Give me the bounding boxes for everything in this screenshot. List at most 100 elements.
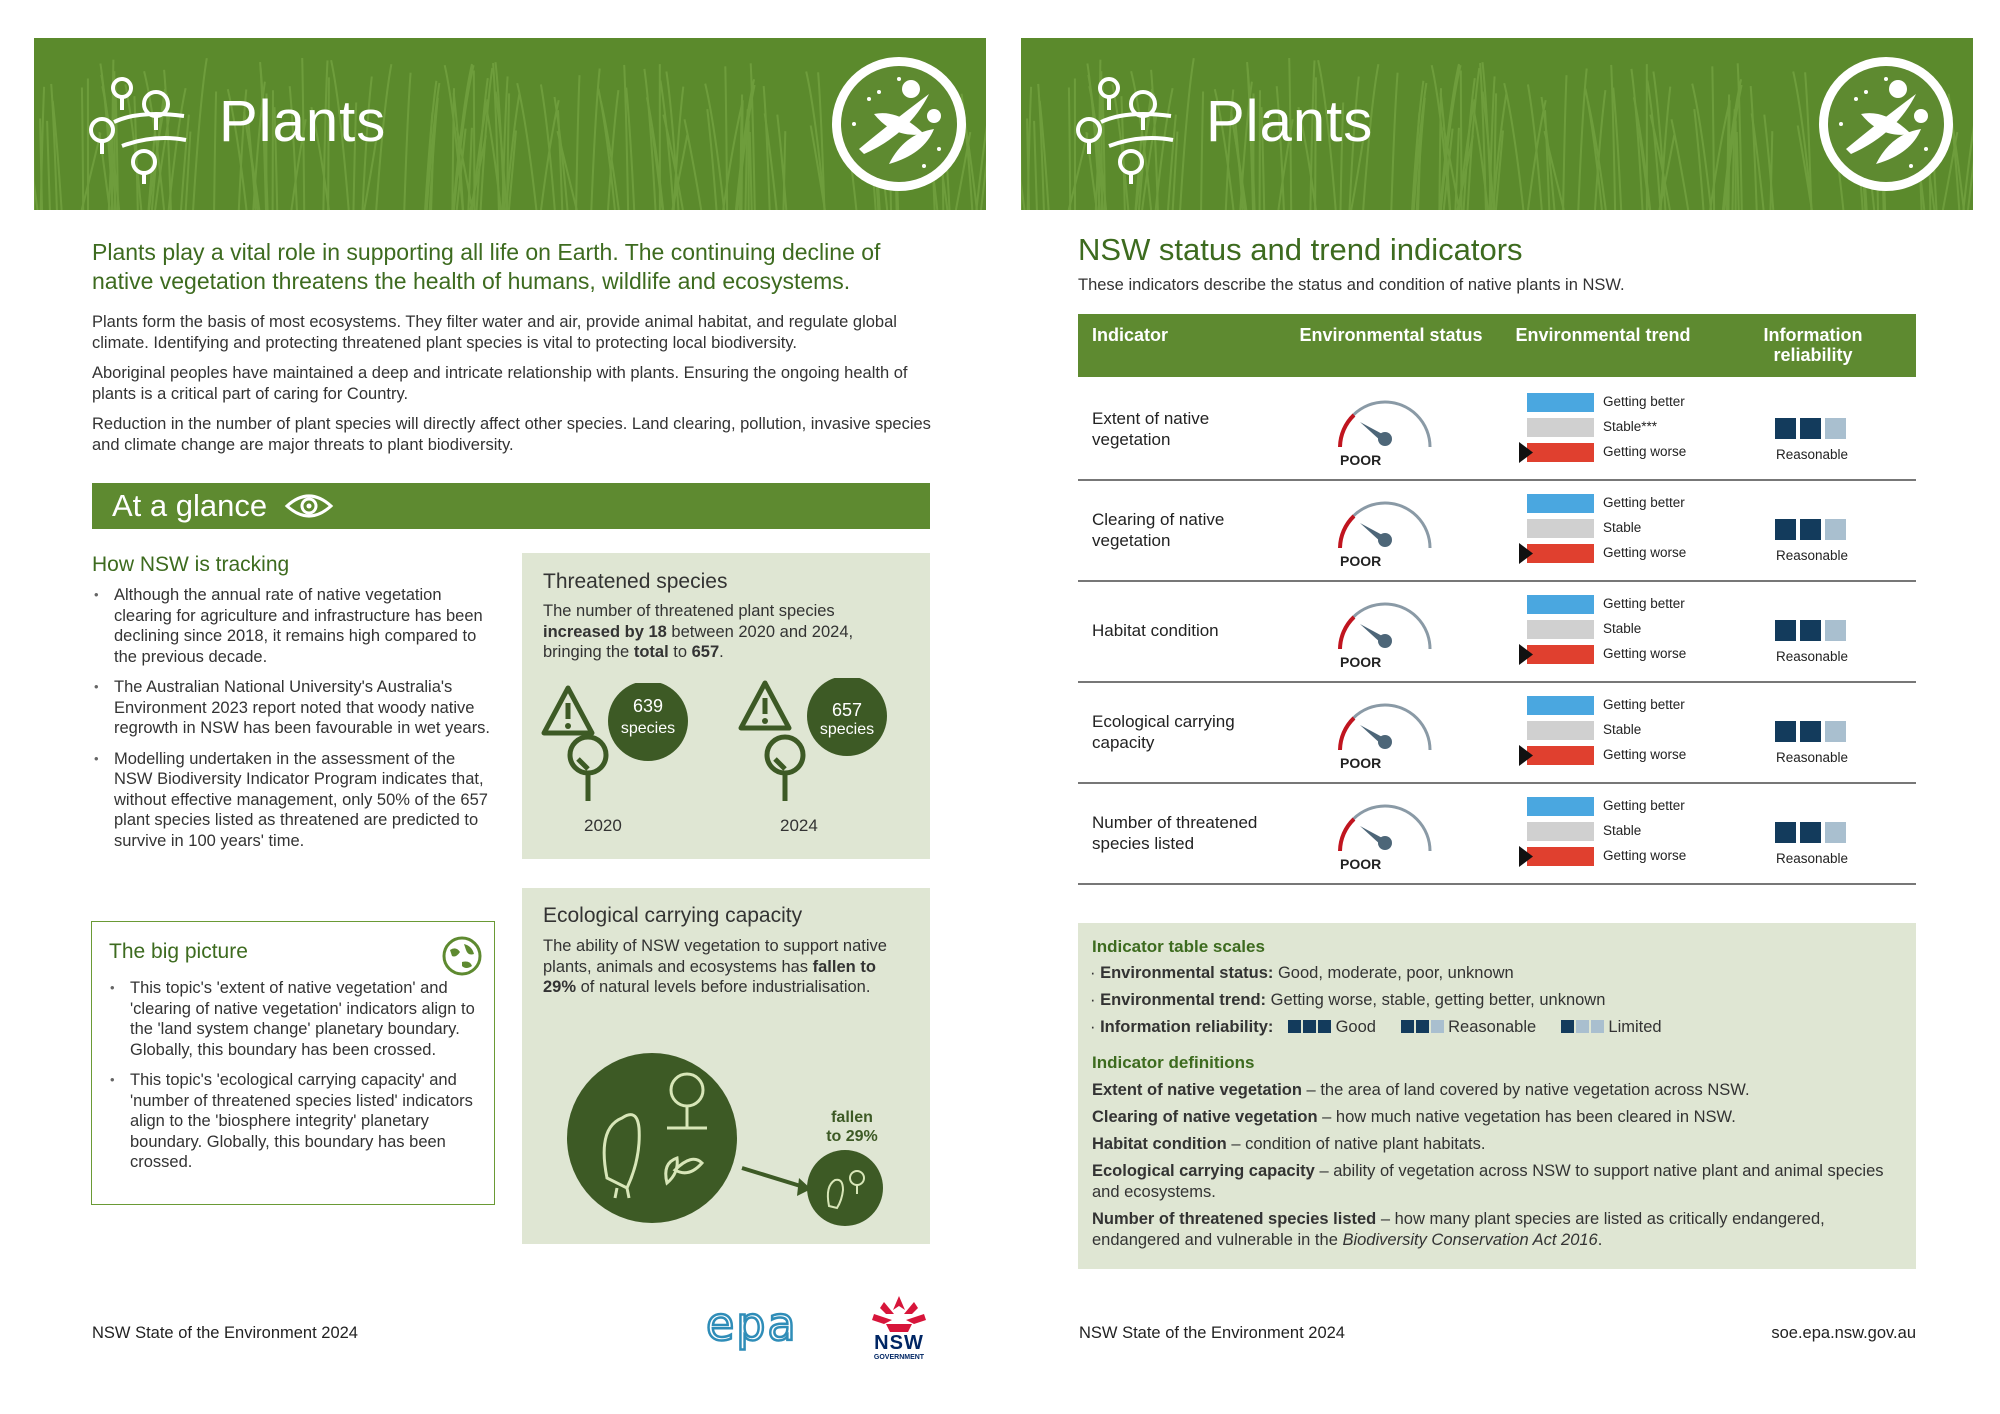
trend-stable-bar <box>1527 620 1594 639</box>
species-label-2024: species <box>819 721 875 738</box>
big-picture-title: The big picture <box>109 940 248 963</box>
tracking-item: The Australian National University's Aus… <box>92 677 492 739</box>
scale-text: Good, moderate, poor, unknown <box>1273 964 1514 982</box>
svg-text:epa: epa <box>706 1300 798 1351</box>
status-gauge <box>1338 804 1432 852</box>
reliability-label: Reasonable <box>1776 447 1849 462</box>
carrying-capacity-panel: Ecological carrying capacity The ability… <box>522 888 930 1244</box>
definition-item: Extent of native vegetation – the area o… <box>1092 1080 1902 1101</box>
trend-label: Getting worse <box>1603 848 1687 863</box>
definition-term: Ecological carrying capacity <box>1092 1162 1315 1180</box>
trend-stable-bar <box>1527 822 1594 841</box>
text-part: The ability of NSW vegetation to support… <box>543 937 887 976</box>
indicator-name: Ecological carrying capacity <box>1092 712 1235 752</box>
trend-marker-icon <box>1519 543 1533 564</box>
indicator-row: Habitat condition POOR Getting better St… <box>1078 580 1916 683</box>
banner-title: Plants <box>219 89 387 154</box>
text-part: of natural levels before industrialisati… <box>576 978 871 996</box>
reliability-square <box>1800 721 1821 742</box>
tracking-item: Although the annual rate of native veget… <box>92 585 492 667</box>
trend-worse-bar <box>1527 746 1594 765</box>
count-2020: 639 <box>632 696 664 716</box>
reliability-square <box>1775 418 1796 439</box>
year-2024: 2024 <box>780 816 818 835</box>
scale-reliability: · Information reliability: Good Reasonab… <box>1090 1017 1662 1039</box>
epa-logo: epa <box>705 1296 846 1360</box>
fallen-label: fallen to 29% <box>807 1108 897 1146</box>
status-label: POOR <box>1340 553 1382 569</box>
col-status: Environmental status <box>1299 325 1483 345</box>
definition-text: – the area of land covered by native veg… <box>1301 1081 1750 1099</box>
indicator-row: Number of threatened species listed POOR… <box>1078 782 1916 885</box>
text-part: . <box>719 643 724 661</box>
reliability-label: Reasonable <box>1776 548 1849 563</box>
scales-title: Indicator table scales <box>1092 937 1265 956</box>
scale-label: Information reliability: <box>1100 1018 1274 1036</box>
trend-label: Getting worse <box>1603 444 1687 459</box>
footer-right: NSW State of the Environment 2024 <box>1079 1324 1345 1342</box>
reliability-label: Reasonable <box>1776 851 1849 866</box>
status-gauge <box>1338 501 1432 549</box>
trend-label: Getting worse <box>1603 545 1687 560</box>
carrying-text: The ability of NSW vegetation to support… <box>543 936 913 998</box>
reliability-square <box>1825 822 1846 843</box>
trend-worse-bar <box>1527 443 1594 462</box>
trend-label: Stable*** <box>1603 419 1658 434</box>
at-a-glance-title: At a glance <box>112 488 268 523</box>
rel-limited-squares <box>1560 1018 1604 1039</box>
definition-text: – how many plant species are listed as c… <box>1092 1210 1825 1249</box>
status-gauge <box>1338 602 1432 650</box>
col-reliability: Information reliability <box>1763 325 1863 365</box>
trend-marker-icon <box>1519 745 1533 766</box>
trend-worse-bar <box>1527 645 1594 664</box>
definition-italic: Biodiversity Conservation Act 2016 <box>1342 1230 1598 1249</box>
scale-text: Getting worse, stable, getting better, u… <box>1266 991 1606 1009</box>
trend-label: Getting better <box>1603 394 1685 409</box>
year-2020: 2020 <box>584 816 622 835</box>
indicator-row: Extent of native vegetation POOR Getting… <box>1078 378 1916 481</box>
trees-icon <box>1076 77 1174 184</box>
nsw-government-logo: NSW GOVERNMENT <box>864 1294 934 1374</box>
footer-url[interactable]: soe.epa.nsw.gov.au <box>1771 1324 1916 1342</box>
indicator-name: Number of threatened species listed <box>1092 813 1258 853</box>
trend-better-bar <box>1527 797 1594 816</box>
fallen-line-1: fallen <box>831 1109 873 1126</box>
text-part: between 2020 and 2024, bringing the <box>543 622 854 662</box>
trend-marker-icon <box>1519 846 1533 867</box>
trend-marker-icon <box>1519 442 1533 463</box>
reliability-square <box>1825 721 1846 742</box>
definition-term: Extent of native vegetation <box>1092 1081 1302 1099</box>
scale-status: · Environmental status: Good, moderate, … <box>1090 964 1514 982</box>
threatened-2020-graphic <box>541 683 688 801</box>
big-picture-item: This topic's 'extent of native vegetatio… <box>108 978 478 1060</box>
definition-text: – condition of native plant habitats. <box>1226 1135 1486 1153</box>
intro-paragraph-3: Reduction in the number of plant species… <box>92 415 931 454</box>
threatened-text: The number of threatened plant species i… <box>543 601 913 663</box>
status-label: POOR <box>1340 654 1382 670</box>
indicator-name: Clearing of native vegetation <box>1092 510 1225 550</box>
scale-label: Environmental status: <box>1100 964 1274 982</box>
banner: Plants <box>1021 38 1973 210</box>
text-part: The number of threatened plant species <box>543 602 835 620</box>
definition-term: Clearing of native vegetation <box>1092 1108 1318 1126</box>
trend-better-bar <box>1527 595 1594 614</box>
species-label-2020: species <box>620 720 676 737</box>
fallen-line-2: to 29% <box>826 1128 878 1145</box>
text-bold: 657 <box>691 643 720 661</box>
trend-label: Getting better <box>1603 697 1685 712</box>
trend-stable-bar <box>1527 418 1594 437</box>
definition-text: – how much native vegetation has been cl… <box>1317 1108 1736 1126</box>
indicator-row: Ecological carrying capacity POOR Gettin… <box>1078 681 1916 784</box>
lede: Plants play a vital role in supporting a… <box>92 239 881 294</box>
indicators-subheading: These indicators describe the status and… <box>1078 276 1625 294</box>
reliability-square <box>1825 620 1846 641</box>
indicator-name: Extent of native vegetation <box>1092 409 1210 449</box>
indicators-heading: NSW status and trend indicators <box>1078 232 1523 267</box>
count-2024: 657 <box>831 700 863 720</box>
indicator-name: Habitat condition <box>1092 621 1219 640</box>
threatened-species-panel: Threatened species The number of threate… <box>522 553 930 859</box>
reliability-square <box>1775 519 1796 540</box>
definition-item: Number of threatened species listed – ho… <box>1092 1209 1902 1250</box>
reliability-square <box>1800 418 1821 439</box>
nsw-logo-text: NSW <box>874 1332 924 1354</box>
